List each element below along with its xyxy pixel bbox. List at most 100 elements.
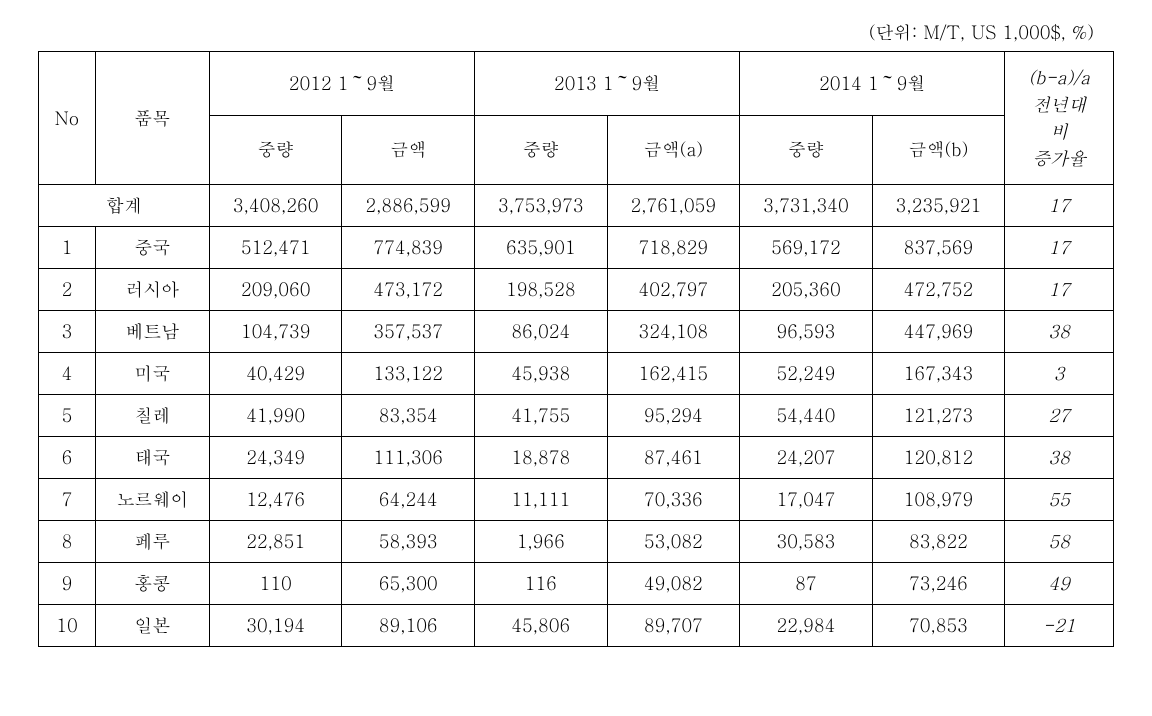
cell-rate: 3 bbox=[1005, 353, 1114, 395]
cell-no: 2 bbox=[39, 269, 96, 311]
cell-a2013: 402,797 bbox=[607, 269, 740, 311]
header-rate: (b-a)/a 전년대 비 증가율 bbox=[1005, 52, 1114, 185]
cell-w2013: 198,528 bbox=[474, 269, 607, 311]
cell-a2013: 70,336 bbox=[607, 479, 740, 521]
header-amount-2013: 금액(a) bbox=[607, 115, 740, 184]
table-row: 6태국24,349111,30618,87887,46124,207120,81… bbox=[39, 437, 1114, 479]
cell-a2012: 89,106 bbox=[342, 605, 475, 647]
cell-item: 베트남 bbox=[95, 311, 209, 353]
cell-rate: 49 bbox=[1005, 563, 1114, 605]
cell-no: 8 bbox=[39, 521, 96, 563]
cell-w2014: 205,360 bbox=[740, 269, 873, 311]
cell-w2012: 41,990 bbox=[209, 395, 342, 437]
cell-w2013: 45,938 bbox=[474, 353, 607, 395]
cell-item: 칠레 bbox=[95, 395, 209, 437]
cell-w2013: 18,878 bbox=[474, 437, 607, 479]
total-w2012: 3,408,260 bbox=[209, 185, 342, 227]
cell-no: 5 bbox=[39, 395, 96, 437]
header-weight-2012: 중량 bbox=[209, 115, 342, 184]
cell-w2014: 24,207 bbox=[740, 437, 873, 479]
header-row-1: No 품목 2012 1～9월 2013 1～9월 2014 1～9월 (b-a… bbox=[39, 52, 1114, 116]
cell-w2013: 45,806 bbox=[474, 605, 607, 647]
cell-rate: 17 bbox=[1005, 227, 1114, 269]
header-item: 품목 bbox=[95, 52, 209, 185]
cell-a2013: 162,415 bbox=[607, 353, 740, 395]
total-rate: 17 bbox=[1005, 185, 1114, 227]
header-2013: 2013 1～9월 bbox=[474, 52, 739, 116]
cell-item: 태국 bbox=[95, 437, 209, 479]
header-weight-2014: 중량 bbox=[740, 115, 873, 184]
cell-a2013: 89,707 bbox=[607, 605, 740, 647]
cell-a2014: 447,969 bbox=[872, 311, 1005, 353]
table-row: 1중국512,471774,839635,901718,829569,17283… bbox=[39, 227, 1114, 269]
cell-no: 4 bbox=[39, 353, 96, 395]
cell-rate: 17 bbox=[1005, 269, 1114, 311]
table-row: 4미국40,429133,12245,938162,41552,249167,3… bbox=[39, 353, 1114, 395]
total-a2014: 3,235,921 bbox=[872, 185, 1005, 227]
cell-w2014: 87 bbox=[740, 563, 873, 605]
cell-a2014: 73,246 bbox=[872, 563, 1005, 605]
header-2014: 2014 1～9월 bbox=[740, 52, 1005, 116]
cell-w2014: 52,249 bbox=[740, 353, 873, 395]
cell-a2014: 167,343 bbox=[872, 353, 1005, 395]
cell-a2012: 58,393 bbox=[342, 521, 475, 563]
cell-a2014: 120,812 bbox=[872, 437, 1005, 479]
cell-item: 러시아 bbox=[95, 269, 209, 311]
table-row: 2러시아209,060473,172198,528402,797205,3604… bbox=[39, 269, 1114, 311]
cell-w2014: 17,047 bbox=[740, 479, 873, 521]
header-no: No bbox=[39, 52, 96, 185]
cell-a2013: 95,294 bbox=[607, 395, 740, 437]
cell-w2012: 22,851 bbox=[209, 521, 342, 563]
cell-no: 3 bbox=[39, 311, 96, 353]
cell-a2014: 121,273 bbox=[872, 395, 1005, 437]
cell-w2013: 11,111 bbox=[474, 479, 607, 521]
cell-w2012: 209,060 bbox=[209, 269, 342, 311]
cell-a2014: 108,979 bbox=[872, 479, 1005, 521]
cell-w2014: 96,593 bbox=[740, 311, 873, 353]
table-row: 9홍콩11065,30011649,0828773,24649 bbox=[39, 563, 1114, 605]
total-w2013: 3,753,973 bbox=[474, 185, 607, 227]
cell-a2014: 83,822 bbox=[872, 521, 1005, 563]
cell-a2014: 472,752 bbox=[872, 269, 1005, 311]
cell-w2014: 569,172 bbox=[740, 227, 873, 269]
cell-w2013: 1,966 bbox=[474, 521, 607, 563]
cell-a2012: 473,172 bbox=[342, 269, 475, 311]
cell-w2012: 512,471 bbox=[209, 227, 342, 269]
cell-item: 홍콩 bbox=[95, 563, 209, 605]
cell-a2013: 49,082 bbox=[607, 563, 740, 605]
cell-w2013: 635,901 bbox=[474, 227, 607, 269]
cell-w2012: 104,739 bbox=[209, 311, 342, 353]
cell-rate: 38 bbox=[1005, 311, 1114, 353]
cell-item: 중국 bbox=[95, 227, 209, 269]
cell-a2012: 83,354 bbox=[342, 395, 475, 437]
cell-item: 미국 bbox=[95, 353, 209, 395]
cell-w2012: 30,194 bbox=[209, 605, 342, 647]
cell-item: 페루 bbox=[95, 521, 209, 563]
header-2012: 2012 1～9월 bbox=[209, 52, 474, 116]
cell-rate: 58 bbox=[1005, 521, 1114, 563]
total-a2012: 2,886,599 bbox=[342, 185, 475, 227]
cell-a2012: 357,537 bbox=[342, 311, 475, 353]
cell-a2014: 70,853 bbox=[872, 605, 1005, 647]
total-a2013: 2,761,059 bbox=[607, 185, 740, 227]
total-row: 합계 3,408,260 2,886,599 3,753,973 2,761,0… bbox=[39, 185, 1114, 227]
cell-w2012: 24,349 bbox=[209, 437, 342, 479]
cell-w2014: 30,583 bbox=[740, 521, 873, 563]
cell-no: 1 bbox=[39, 227, 96, 269]
cell-a2012: 111,306 bbox=[342, 437, 475, 479]
table-row: 8페루22,85158,3931,96653,08230,58383,82258 bbox=[39, 521, 1114, 563]
cell-w2014: 22,984 bbox=[740, 605, 873, 647]
total-w2014: 3,731,340 bbox=[740, 185, 873, 227]
table-row: 7노르웨이12,47664,24411,11170,33617,047108,9… bbox=[39, 479, 1114, 521]
cell-no: 10 bbox=[39, 605, 96, 647]
cell-rate: -21 bbox=[1005, 605, 1114, 647]
cell-no: 9 bbox=[39, 563, 96, 605]
data-table: No 품목 2012 1～9월 2013 1～9월 2014 1～9월 (b-a… bbox=[38, 51, 1114, 647]
cell-w2013: 116 bbox=[474, 563, 607, 605]
cell-a2012: 774,839 bbox=[342, 227, 475, 269]
cell-a2013: 53,082 bbox=[607, 521, 740, 563]
cell-w2014: 54,440 bbox=[740, 395, 873, 437]
cell-rate: 27 bbox=[1005, 395, 1114, 437]
cell-w2013: 41,755 bbox=[474, 395, 607, 437]
table-row: 5칠레41,99083,35441,75595,29454,440121,273… bbox=[39, 395, 1114, 437]
